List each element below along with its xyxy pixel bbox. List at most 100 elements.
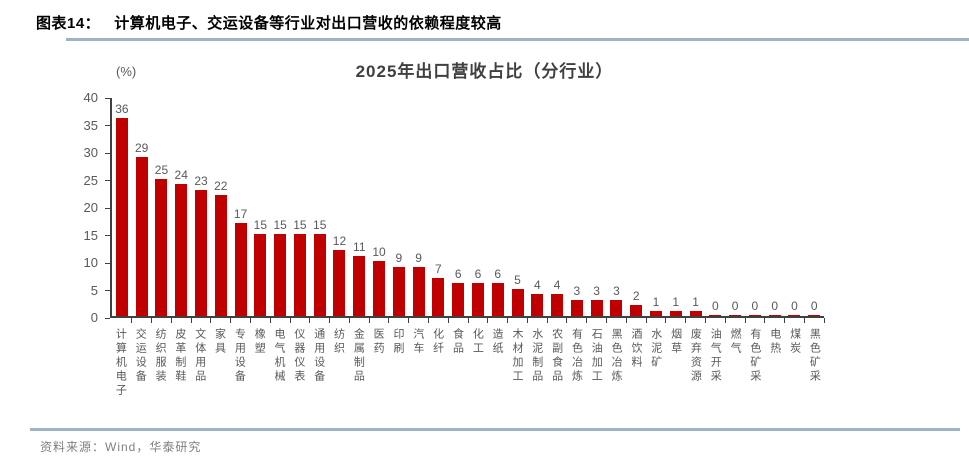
bar-slot: 2 [626, 98, 647, 323]
bar [768, 315, 781, 316]
y-tick-label: 0 [90, 310, 98, 325]
bar-slot: 15 [290, 98, 311, 323]
y-tick-label: 15 [83, 227, 98, 243]
bar [333, 250, 346, 316]
bar-value-label: 4 [553, 278, 561, 292]
bar [373, 261, 386, 316]
category-label: 黑色冶炼 [606, 328, 626, 430]
y-tick-label: 30 [83, 145, 98, 160]
category-label: 有色冶炼 [566, 328, 586, 430]
category-label-text: 化纤 [431, 328, 444, 356]
y-tick-label: 5 [90, 282, 98, 298]
bar-slot: 1 [646, 98, 667, 323]
category-label-text: 石油加工 [590, 328, 603, 384]
bar [551, 294, 564, 316]
bar [234, 222, 247, 316]
bar-slot: 23 [191, 98, 212, 323]
bar-value-label: 9 [415, 250, 422, 265]
category-label-text: 皮革制鞋 [173, 328, 186, 384]
category-label: 食品 [447, 328, 467, 430]
bar-value-label: 6 [454, 267, 462, 281]
bar [511, 288, 524, 316]
bar [254, 233, 267, 316]
bar-value-label: 23 [194, 173, 208, 188]
bar [432, 277, 445, 316]
category-label-text: 化工 [471, 328, 484, 356]
bar [570, 299, 583, 316]
plot-wrapper: 0 5 10 15 20 25 30 35 40 (%) 36 29 25 24 23 22 17 15 15 1… [62, 64, 969, 325]
bar-value-label: 1 [692, 294, 699, 309]
bar [531, 294, 544, 316]
bar-slot: 0 [745, 98, 766, 323]
bar-slot: 25 [152, 98, 172, 323]
category-label-text: 煤炭 [788, 328, 801, 356]
category-label: 电气机械 [269, 328, 289, 430]
y-axis-unit-label: (%) [116, 64, 137, 79]
bar-value-label: 25 [154, 162, 169, 177]
y-tick-mark [105, 290, 110, 291]
category-label: 黑色矿采 [804, 328, 824, 430]
category-label: 农副食品 [546, 328, 566, 430]
category-label-text: 纺织 [332, 328, 345, 356]
category-label-text: 燃气 [729, 328, 742, 356]
bar-value-label: 10 [372, 245, 386, 259]
category-label-text: 水泥制品 [530, 328, 543, 384]
bar-value-label: 0 [810, 299, 818, 313]
category-label-text: 计算机电子 [114, 328, 127, 398]
category-label: 废弃资源 [685, 328, 705, 430]
bar-slot: 6 [488, 98, 508, 323]
category-label: 印刷 [388, 328, 408, 430]
category-label: 纺织 [328, 328, 348, 430]
category-label-text: 印刷 [392, 328, 404, 356]
category-label: 交运设备 [130, 328, 150, 430]
bar-value-label: 11 [353, 239, 366, 254]
bar-value-label: 24 [174, 168, 188, 182]
category-label: 水泥制品 [526, 328, 546, 430]
bar-value-label: 0 [751, 299, 759, 313]
figure-footer: 资料来源：Wind，华泰研究 [0, 428, 969, 455]
bar [274, 233, 287, 316]
bar-value-label: 22 [214, 179, 228, 193]
y-tick-label: 10 [83, 255, 98, 270]
category-label: 煤炭 [784, 328, 804, 430]
bar-value-label: 3 [593, 283, 600, 298]
bar [155, 178, 168, 316]
bar [412, 266, 425, 316]
category-label: 水泥矿 [645, 328, 665, 430]
category-label-text: 造纸 [491, 328, 504, 356]
figure-caption: 图表14： 计算机电子、交运设备等行业对出口营收的依赖程度较高 [36, 12, 933, 33]
category-label-text: 黑色矿采 [808, 328, 821, 384]
category-label-text: 农副食品 [550, 328, 563, 384]
bar [135, 156, 148, 316]
category-label-text: 有色冶炼 [570, 328, 583, 384]
bar [293, 233, 306, 316]
bar-value-label: 0 [711, 299, 719, 313]
bar-slot: 22 [211, 98, 231, 323]
category-label: 化工 [467, 328, 487, 430]
category-label: 通用设备 [308, 328, 328, 430]
bar-slot: 29 [132, 98, 152, 323]
bar-slot: 1 [686, 98, 706, 323]
bar-value-label: 0 [771, 299, 779, 313]
y-tick-mark [105, 125, 110, 126]
bar-value-label: 2 [632, 289, 640, 303]
y-tick-label: 40 [83, 90, 98, 105]
bar-value-label: 9 [395, 250, 403, 265]
category-label: 汽车 [407, 328, 427, 430]
bar-slot: 9 [389, 98, 409, 323]
bar [610, 299, 623, 316]
category-label: 专用设备 [229, 328, 249, 430]
category-label: 燃气 [725, 328, 745, 430]
bar-value-label: 15 [293, 217, 307, 232]
category-label: 橡塑 [249, 328, 269, 430]
y-tick-mark [105, 97, 110, 99]
bar-value-label: 29 [134, 140, 149, 155]
y-tick-label: 35 [83, 117, 98, 133]
category-label: 石油加工 [586, 328, 606, 430]
bar-slot: 4 [547, 98, 568, 323]
bar-value-label: 3 [613, 283, 620, 298]
category-label-text: 交运设备 [134, 328, 147, 384]
bar [214, 195, 227, 316]
bar [115, 118, 128, 316]
bar-value-label: 3 [573, 283, 581, 298]
